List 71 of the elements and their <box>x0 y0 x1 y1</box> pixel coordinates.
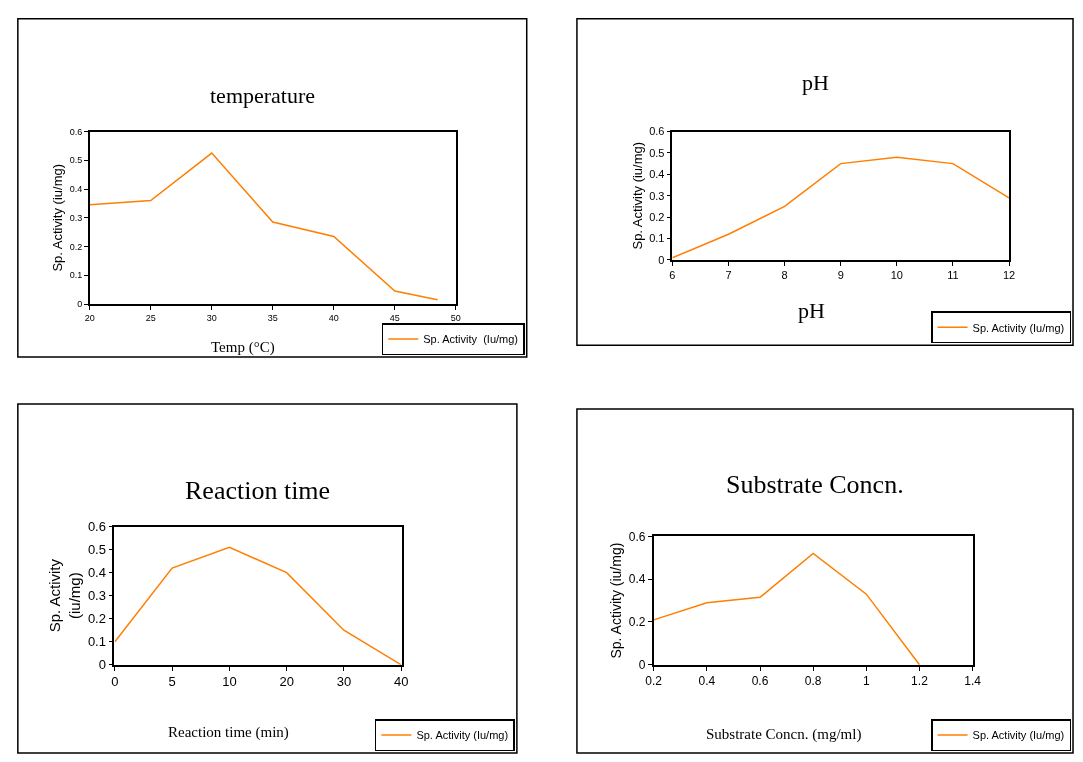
chart-title: pH <box>802 70 829 95</box>
y-tick-label: 0.1 <box>87 634 106 650</box>
x-tick-label: 8 <box>781 268 788 281</box>
y-tick-label: 0.2 <box>649 210 665 223</box>
y-axis-title: Sp. Activity (iu/mg) <box>629 141 645 250</box>
y-tick-label: 0.5 <box>649 146 665 159</box>
x-tick-label: 10 <box>222 674 237 690</box>
x-tick-label: 50 <box>450 312 461 323</box>
y-tick-label: 0.4 <box>69 184 83 195</box>
y-tick-label: 0.4 <box>87 565 106 581</box>
y-tick-label: 0 <box>658 253 665 266</box>
line-series <box>672 156 1010 259</box>
x-tick-label: 10 <box>890 268 903 281</box>
legend-label: Sp. Activity (Iu/mg) <box>972 729 1065 742</box>
y-tick-label: 0.6 <box>87 519 106 535</box>
legend-label: Sp. Activity (Iu/mg) <box>416 729 509 742</box>
x-tick-label: 7 <box>725 268 732 281</box>
x-tick-label: 20 <box>279 674 294 690</box>
y-tick-label: 0.1 <box>69 270 83 281</box>
y-tick-label: 0.3 <box>649 189 665 202</box>
x-tick-label: 40 <box>328 312 339 323</box>
y-tick-label: 0 <box>77 299 83 310</box>
line-series <box>89 152 439 301</box>
y-tick-label: 0.5 <box>87 542 106 558</box>
x-tick-label: 11 <box>947 268 959 281</box>
y-tick-label: 0.2 <box>69 241 83 252</box>
x-tick-label: 9 <box>837 268 844 281</box>
line-series <box>114 546 402 665</box>
x-tick-label: 0.8 <box>804 673 822 688</box>
y-axis-title: Sp. Activity (iu/mg) <box>50 163 66 272</box>
x-tick-label: 1 <box>862 673 870 688</box>
line-series <box>653 552 921 665</box>
x-tick-label: 35 <box>267 312 278 323</box>
x-axis-title: pH <box>798 298 825 323</box>
y-tick-label: 0.2 <box>628 615 646 630</box>
x-tick-label: 40 <box>393 674 409 690</box>
x-tick-label: 0.6 <box>751 673 769 688</box>
x-tick-label: 1.4 <box>964 673 982 688</box>
x-tick-label: 45 <box>389 312 400 323</box>
y-tick-label: 0.4 <box>649 168 665 181</box>
x-axis-title: Reaction time (min) <box>168 724 289 741</box>
y-tick-label: 0.3 <box>87 588 106 604</box>
x-tick-label: 0 <box>111 674 119 690</box>
y-tick-label: 0.6 <box>649 125 665 138</box>
y-axis-title: Sp. Activity (iu/mg) <box>46 558 83 633</box>
y-tick-label: 0.4 <box>628 572 646 587</box>
chart-title: temperature <box>210 83 316 108</box>
y-tick-label: 0.6 <box>628 529 646 544</box>
x-tick-label: 5 <box>168 674 176 690</box>
y-tick-label: 0.1 <box>649 232 665 245</box>
x-tick-label: 25 <box>145 312 156 323</box>
y-tick-label: 0.6 <box>69 126 83 137</box>
x-tick-label: 12 <box>1002 268 1016 281</box>
legend-label: Sp. Activity (Iu/mg) <box>972 321 1065 334</box>
chart-title: Reaction time <box>185 476 331 505</box>
x-tick-label: 6 <box>669 268 676 281</box>
x-tick-label: 20 <box>84 312 95 323</box>
y-tick-label: 0.5 <box>69 155 83 166</box>
y-axis-title: Sp. Activity (iu/mg) <box>607 542 624 659</box>
y-tick-label: 0.2 <box>87 611 106 627</box>
chart-title: Substrate Concn. <box>726 470 904 499</box>
y-tick-label: 0.3 <box>69 212 83 223</box>
x-tick-label: 30 <box>206 312 217 323</box>
x-tick-label: 1.2 <box>911 673 929 688</box>
x-axis-title: Substrate Concn. (mg/ml) <box>706 726 862 743</box>
x-tick-label: 30 <box>336 674 352 690</box>
x-tick-label: 0.4 <box>698 673 716 688</box>
y-tick-label: 0 <box>638 657 646 672</box>
legend-label: Sp. Activity (Iu/mg) <box>423 333 519 346</box>
y-tick-label: 0 <box>98 657 106 673</box>
x-axis-title: Temp (°C) <box>211 339 275 356</box>
